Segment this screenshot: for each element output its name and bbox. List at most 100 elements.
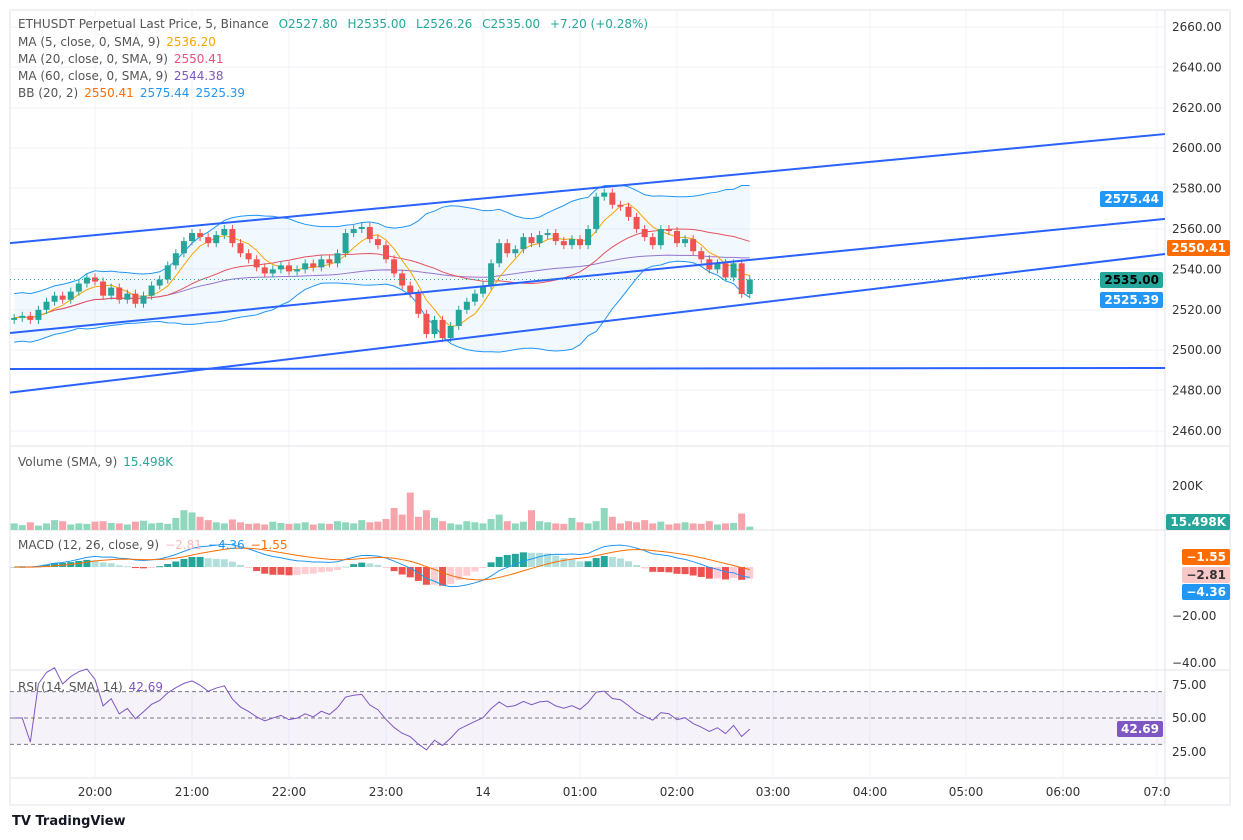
candle-body [568,239,575,246]
volume-bar [447,523,455,530]
price-axis-tick: 2560.00 [1172,222,1222,236]
candle-body [463,301,470,310]
legend-rsi[interactable]: RSI (14, SMA, 14) 42.69 [18,680,169,694]
macd-histogram-bar [188,557,196,567]
ma20-value: 2550.41 [173,52,224,66]
candle-body [407,285,414,294]
candle-body [27,315,34,320]
candle-body [625,206,632,217]
legend-bb[interactable]: BB (20, 2) 2550.41 2575.44 2525.39 [18,86,251,100]
volume-bar [325,523,333,530]
volume-bar [99,521,107,530]
macd-histogram-bar [366,563,374,567]
bb-basis-price-label: 2550.41 [1167,240,1230,256]
macd-histogram-bar [681,567,689,575]
macd-histogram-bar [503,554,511,567]
volume-bar [220,523,228,530]
volume-bar [34,525,42,530]
ma20-label: MA (20, close, 0, SMA, 9) [18,52,168,66]
macd-histogram-bar [536,552,544,567]
bb-lower-value: 2525.39 [195,86,246,100]
bb-lower-price-label: 2525.39 [1100,292,1163,308]
macd-histogram-bar [196,556,204,567]
time-axis-tick: 02:00 [660,785,695,799]
low-value: L2526.26 [415,17,473,31]
legend-ma20[interactable]: MA (20, close, 0, SMA, 9) 2550.41 [18,52,230,66]
macd-histogram-bar [285,567,293,576]
legend-ma5[interactable]: MA (5, close, 0, SMA, 9) 2536.20 [18,35,222,49]
volume-bar [519,521,527,530]
macd-histogram-bar [697,567,705,577]
rsi-price-label: 42.69 [1117,721,1163,737]
macd-histogram-bar [519,552,527,567]
macd-histogram-bar [91,560,99,567]
macd-histogram-bar [237,564,244,567]
legend-macd[interactable]: MACD (12, 26, close, 9) −2.81 −4.36 −1.55 [18,538,293,552]
candle-body [221,229,228,236]
macd-histogram-bar [657,567,665,573]
volume-bar [705,521,713,530]
volume-bar [253,523,261,530]
macd-hist-value: −2.81 [165,538,202,552]
candle-body [43,301,50,310]
macd-histogram-bar [148,567,156,568]
candle-body [67,291,74,300]
volume-bar [188,512,196,530]
volume-bar [228,519,236,530]
candle-body [698,251,705,260]
macd-histogram-bar [705,567,713,579]
volume-bar [91,521,99,530]
candle-body [75,283,82,292]
volume-bar [156,522,164,530]
chart-canvas[interactable]: 2660.00 2640.00 2620.00 2600.00 2580.00 2560.… [0,0,1243,810]
macd-histogram-bar [43,564,50,567]
volume-bar [115,523,123,530]
macd-histogram-bar [608,556,616,567]
macd-histogram-bar [180,558,188,567]
macd-hist-label: −2.81 [1182,567,1230,583]
candle-body [423,313,430,335]
candle-body [738,263,745,295]
symbol-title: ETHUSDT Perpetual Last Price, 5, Binance [18,17,269,31]
tradingview-logo[interactable]: 𝗧𝗩 TradingView [12,814,126,829]
macd-histogram-bar [107,563,115,567]
volume-bar [172,517,180,530]
volume-bar [75,523,83,530]
legend-volume[interactable]: Volume (SMA, 9) 15.498K [18,455,179,469]
volume-bar [390,508,398,530]
volume-bar [600,508,608,530]
candle-body [245,253,252,260]
volume-bar [398,514,406,530]
macd-histogram-bar [495,556,503,567]
macd-histogram-bar [673,567,681,574]
macd-histogram-bar [358,562,366,567]
macd-histogram-bar [99,562,107,567]
candle-body [496,243,503,264]
volume-bar [616,523,624,530]
macd-histogram-bar [342,566,350,568]
rsi-line [14,667,751,751]
volume-bar [463,521,471,530]
rsi-axis-tick: 25.00 [1172,745,1206,759]
candle-body [148,285,155,296]
macd-histogram-bar [245,567,253,568]
macd-histogram-bar [10,567,18,568]
time-axis-tick: 20:00 [78,785,113,799]
candle-body [383,245,389,260]
volume-bar [285,523,293,530]
candle-body [471,293,478,302]
candle-body [140,295,147,304]
volume-bar [713,524,721,530]
ma60-label: MA (60, close, 0, SMA, 9) [18,69,168,83]
legend-ma60[interactable]: MA (60, close, 0, SMA, 9) 2544.38 [18,69,230,83]
macd-histogram-bar [212,558,220,567]
ma60-value: 2544.38 [173,69,224,83]
candle-body [577,239,583,246]
macd-histogram-bar [552,555,560,567]
macd-histogram-bar [220,559,228,567]
macd-histogram-bar [317,567,325,573]
macd-signal-label: −1.55 [1182,549,1230,565]
time-axis-tick: 23:00 [369,785,404,799]
time-axis-tick: 06:00 [1046,785,1081,799]
candle-body [504,243,511,254]
